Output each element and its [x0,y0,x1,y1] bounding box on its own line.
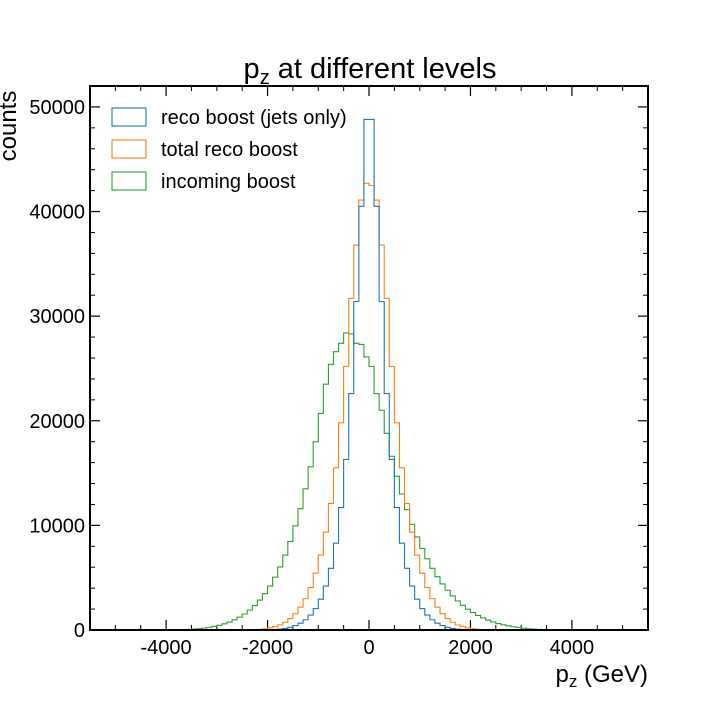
legend-swatch [111,107,147,127]
series-total-reco-boost [241,182,623,631]
legend-label: incoming boost [161,171,296,193]
plot-frame [89,85,649,631]
y-tick-label: 0 [74,620,85,642]
chart-title: pz at different levels [244,53,497,89]
y-tick-label: 10000 [29,515,85,537]
x-axis-label: pz (GeV) [555,661,648,691]
legend-swatch [111,171,147,191]
x-tick-label: -4000 [141,637,192,659]
series-layer [175,118,623,631]
legend-label: reco boost (jets only) [161,107,347,129]
x-tick-label: 0 [363,637,374,659]
x-tick-label: 2000 [448,637,493,659]
legend: reco boost (jets only) total reco boost in… [111,107,347,193]
axis-ticks: -4000 -2000 0 2000 4000010000200003000040000… [29,85,649,659]
x-tick-label: 4000 [550,637,595,659]
y-axis-label: counts [0,91,22,162]
series-reco-boost-jets-only- [266,118,623,631]
y-tick-label: 20000 [29,411,85,433]
legend-label: total reco boost [161,139,298,161]
x-tick-label: -2000 [242,637,293,659]
legend-swatch [111,139,147,159]
y-tick-label: 40000 [29,202,85,224]
series-incoming-boost [175,332,623,631]
y-tick-label: 30000 [29,306,85,328]
y-tick-label: 50000 [29,97,85,119]
